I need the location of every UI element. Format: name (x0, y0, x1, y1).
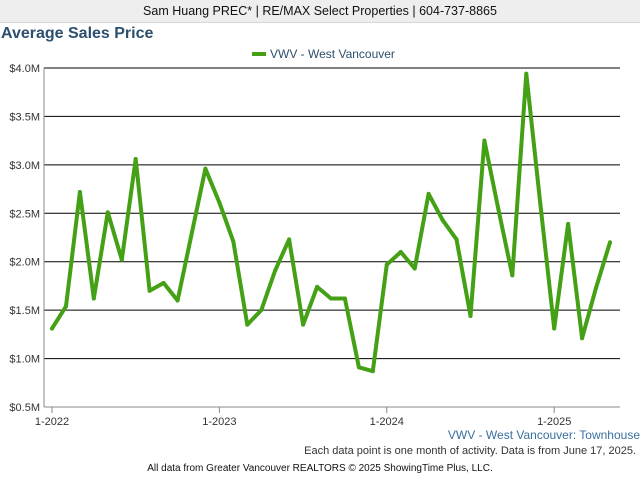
data-point (231, 239, 236, 244)
footer-note: Each data point is one month of activity… (304, 445, 636, 457)
x-tick-label: 1-2023 (202, 416, 236, 428)
data-point (580, 336, 585, 341)
y-tick-label: $4.0M (9, 63, 40, 75)
data-point (608, 240, 612, 245)
data-point (287, 237, 292, 242)
y-tick-label: $3.5M (9, 111, 40, 123)
data-point (315, 284, 320, 289)
data-point (594, 285, 599, 290)
y-tick-label: $3.0M (9, 160, 40, 172)
data-point (356, 365, 361, 370)
y-axis-ticks: $0.5M $1.0M $1.5M $2.0M $2.5M $3.0M $3.5M $4.0M (9, 63, 40, 414)
data-point (496, 207, 501, 212)
legend-label: VWV - West Vancouver (270, 47, 395, 61)
data-point (63, 304, 68, 309)
y-tick-label: $2.0M (9, 257, 40, 269)
data-point (482, 138, 487, 143)
data-point (566, 221, 571, 226)
data-point (524, 71, 529, 76)
data-point (301, 322, 306, 327)
data-point (105, 210, 110, 215)
legend: VWV - West Vancouver (252, 47, 395, 61)
data-point (91, 296, 96, 301)
data-point (245, 322, 250, 327)
data-point (50, 326, 54, 331)
data-point (342, 296, 347, 301)
series-layer (50, 71, 612, 374)
data-point (133, 157, 138, 162)
y-tick-label: $2.5M (9, 208, 40, 220)
data-point (412, 266, 417, 271)
axes (43, 68, 620, 408)
x-tick-label: 1-2025 (537, 416, 571, 428)
data-point (147, 288, 152, 293)
data-point (454, 237, 459, 242)
data-point (259, 308, 264, 313)
data-point (217, 200, 222, 205)
data-point (468, 313, 473, 318)
data-point (538, 201, 543, 206)
data-point (273, 268, 278, 273)
data-point (329, 296, 333, 301)
data-point (510, 273, 515, 278)
data-point (440, 218, 445, 223)
x-axis-ticks: 1-2022 1-2023 1-2024 1-2025 (35, 407, 571, 428)
data-point (384, 262, 389, 267)
grid-lines (44, 67, 620, 360)
data-point (426, 191, 431, 196)
y-tick-label: $0.5M (9, 402, 40, 414)
footer-credit: All data from Greater Vancouver REALTORS… (147, 463, 493, 474)
chart-title: Average Sales Price (1, 25, 154, 42)
top-banner: Sam Huang PREC* | RE/MAX Select Properti… (0, 0, 640, 23)
chart-subtitle: VWV - West Vancouver: Townhouse (448, 428, 640, 442)
data-point (203, 166, 208, 171)
x-tick-label: 1-2022 (35, 416, 69, 428)
x-tick-label: 1-2024 (370, 416, 404, 428)
data-point (161, 281, 166, 286)
data-point (189, 232, 194, 237)
data-point (552, 326, 557, 331)
series-line (50, 71, 612, 374)
data-point (370, 369, 375, 374)
data-point (77, 189, 82, 194)
data-point (398, 250, 403, 255)
y-tick-label: $1.0M (9, 354, 40, 366)
data-point (175, 298, 180, 303)
data-point (119, 257, 124, 262)
y-tick-label: $1.5M (9, 305, 40, 317)
